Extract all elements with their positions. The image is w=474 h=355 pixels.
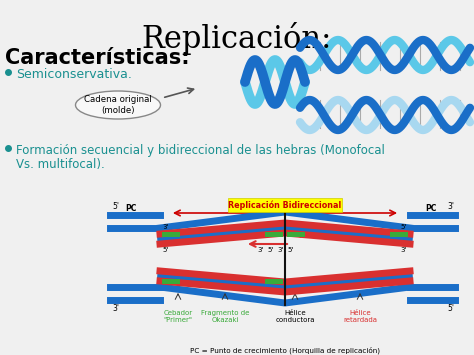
Text: PC = Punto de crecimiento (Horquilla de replicación): PC = Punto de crecimiento (Horquilla de …	[190, 347, 380, 355]
Text: 3': 3'	[277, 247, 283, 253]
Text: 5': 5'	[400, 224, 406, 230]
Text: Replicación Bidireccional: Replicación Bidireccional	[228, 200, 342, 210]
Text: 5': 5'	[291, 224, 297, 230]
Text: 5': 5'	[287, 247, 293, 253]
Ellipse shape	[75, 91, 161, 119]
FancyBboxPatch shape	[162, 279, 180, 284]
FancyBboxPatch shape	[390, 231, 408, 236]
FancyBboxPatch shape	[265, 231, 283, 236]
Text: 5': 5'	[162, 247, 168, 253]
FancyBboxPatch shape	[162, 231, 180, 236]
Text: Origen: Origen	[271, 200, 299, 209]
Text: Replicación:: Replicación:	[142, 22, 332, 55]
Text: 3': 3'	[447, 202, 454, 211]
Text: 3': 3'	[112, 304, 119, 313]
Text: 3': 3'	[162, 224, 168, 230]
Text: Hélice
conductora: Hélice conductora	[275, 310, 315, 323]
Text: Fragmento de
Okazaki: Fragmento de Okazaki	[201, 310, 249, 323]
FancyBboxPatch shape	[287, 231, 305, 236]
Text: PC: PC	[425, 204, 437, 213]
Text: PC: PC	[125, 204, 137, 213]
Text: 3': 3'	[400, 247, 406, 253]
Text: 5': 5'	[447, 304, 454, 313]
Text: 3': 3'	[303, 224, 310, 230]
Text: Formación secuencial y bidireccional de las hebras (Monofocal: Formación secuencial y bidireccional de …	[16, 144, 385, 157]
Text: Semiconservativa.: Semiconservativa.	[16, 68, 132, 81]
Text: Vs. multifocal).: Vs. multifocal).	[16, 158, 105, 171]
Text: 3': 3'	[257, 247, 264, 253]
Text: 3': 3'	[281, 224, 287, 230]
Text: Características:: Características:	[5, 48, 190, 68]
Text: Cebador
"Primer": Cebador "Primer"	[164, 310, 192, 323]
Text: 5': 5'	[271, 224, 277, 230]
Text: Cadena original
(molde): Cadena original (molde)	[84, 95, 152, 115]
FancyBboxPatch shape	[228, 198, 342, 212]
Text: Hélice
retardada: Hélice retardada	[343, 310, 377, 323]
FancyBboxPatch shape	[265, 279, 283, 284]
Text: 5': 5'	[267, 247, 273, 253]
Text: 5': 5'	[112, 202, 119, 211]
